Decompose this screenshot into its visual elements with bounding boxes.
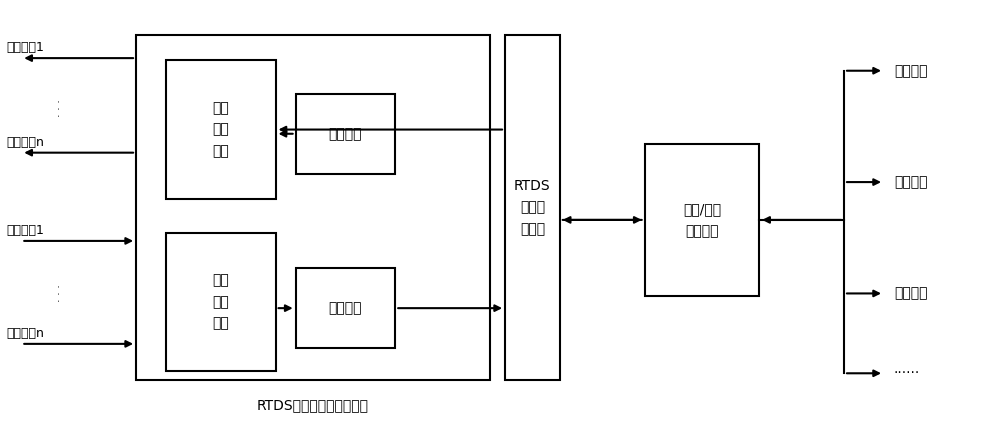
Bar (136, 35, 490, 379)
Text: ······: ······ (894, 366, 920, 380)
Text: 输入元件: 输入元件 (329, 127, 362, 141)
Text: 输出数据n: 输出数据n (6, 327, 44, 340)
Text: · · ·: · · · (55, 99, 65, 118)
Text: · · ·: · · · (55, 285, 65, 302)
Text: 测控装置: 测控装置 (894, 286, 927, 300)
Text: 输入
报文
解析: 输入 报文 解析 (212, 101, 229, 158)
Text: 输出元件: 输出元件 (329, 301, 362, 315)
Bar (166, 233, 276, 371)
Text: 监控平台: 监控平台 (894, 64, 927, 78)
Text: 输入数据n: 输入数据n (6, 136, 44, 148)
Bar (645, 144, 759, 296)
Bar (296, 268, 395, 348)
Bar (166, 60, 276, 199)
Text: RTDS串口通信仿真模块库: RTDS串口通信仿真模块库 (257, 398, 369, 412)
Text: 输出
报文
合成: 输出 报文 合成 (212, 273, 229, 330)
Bar (296, 94, 395, 174)
Text: 输出数据1: 输出数据1 (6, 224, 44, 237)
Text: RTDS
输入输
出板卡: RTDS 输入输 出板卡 (514, 179, 551, 236)
Text: 输入数据1: 输入数据1 (6, 41, 44, 54)
Text: 电平/串口
转换装置: 电平/串口 转换装置 (683, 202, 721, 238)
Text: 继电保护: 继电保护 (894, 175, 927, 189)
Bar (505, 35, 560, 379)
